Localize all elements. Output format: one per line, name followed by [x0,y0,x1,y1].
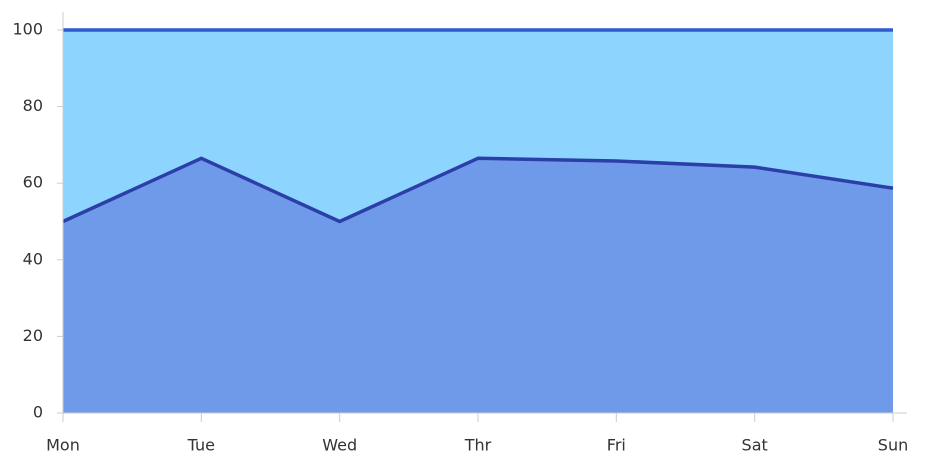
y-tick-label: 60 [23,173,43,192]
x-tick-label: Sat [742,436,768,455]
y-tick-label: 80 [23,96,43,115]
y-tick-label: 0 [33,403,43,422]
area [63,30,893,222]
x-tick-label: Mon [46,436,80,455]
y-tick-label: 40 [23,249,43,268]
x-tick-label: Wed [322,436,357,455]
area [63,158,893,413]
y-tick-label: 100 [12,20,43,39]
x-tick-label: Thr [464,436,492,455]
x-tick-label: Fri [607,436,626,455]
x-tick-label: Tue [187,436,215,455]
x-tick-label: Sun [878,436,908,455]
area-line [62,156,894,224]
y-tick-label: 20 [23,326,43,345]
